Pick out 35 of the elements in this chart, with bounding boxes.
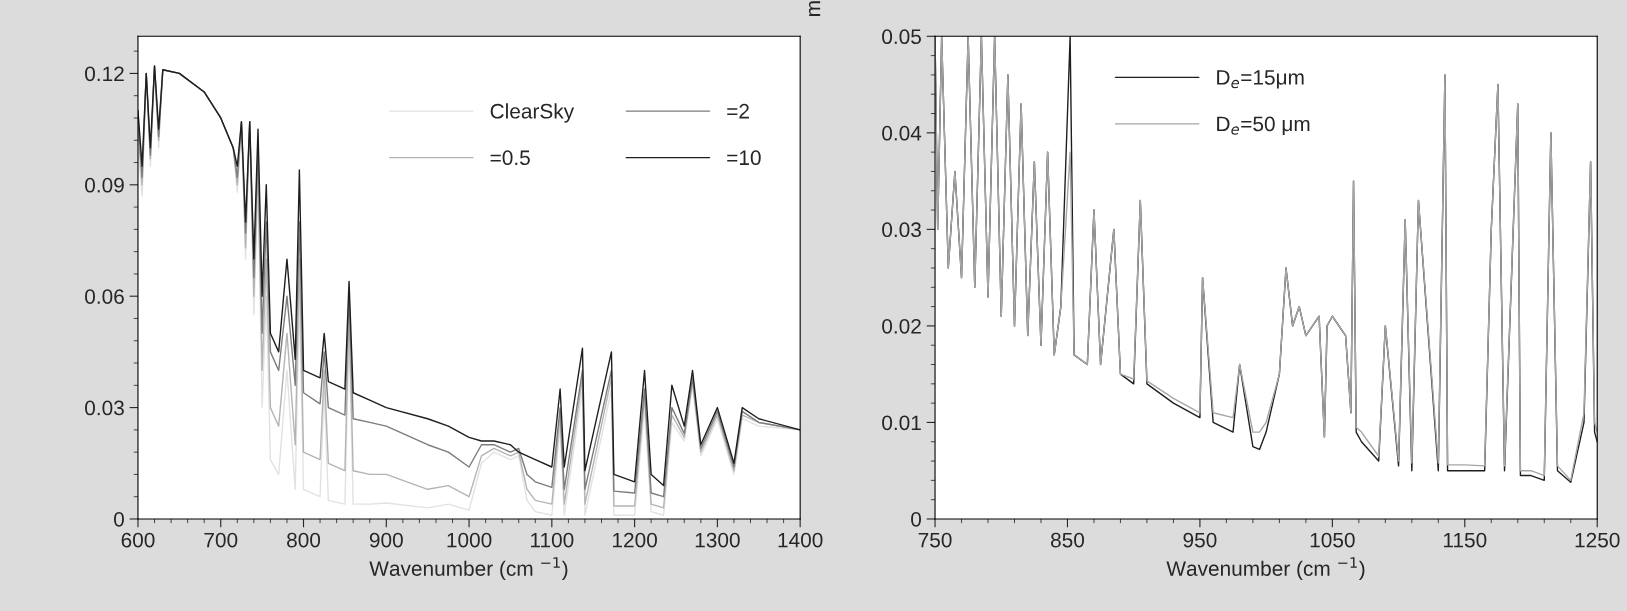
x-tick-label: 1300 [695, 532, 740, 548]
y-tick-label: 0.12 [85, 66, 124, 82]
y-tick-label: 0 [911, 511, 922, 527]
x-tick-label: 1250 [1575, 532, 1620, 548]
x-tick-label: 1150 [1443, 532, 1487, 548]
x-tick-label: 800 [287, 532, 321, 548]
x-tick-label: 850 [1051, 532, 1085, 548]
y-tick-label: 0.03 [85, 400, 124, 416]
x-tick-label: 900 [369, 532, 403, 548]
y-tick-label: 0.05 [882, 29, 921, 45]
x-tick-label: 950 [1183, 532, 1217, 548]
y-tick-label: 0.01 [882, 415, 921, 431]
x-tick-label: 1000 [447, 532, 492, 548]
y-tick-label: 0 [114, 511, 124, 527]
y-tick-label: 0.03 [882, 222, 921, 238]
text: m [808, 1, 821, 16]
legend-label: =10 [727, 150, 761, 166]
x-tick-label: 1200 [613, 532, 657, 548]
x-tick-label: 1400 [778, 532, 823, 548]
y-tick-label: 0.06 [85, 289, 124, 304]
legend-label: D$_{e}$=50 μm [1217, 116, 1310, 136]
x-axis-title: Wavenumber (cm $^{−1}$) [369, 557, 568, 581]
x-tick-label: 1100 [531, 532, 574, 548]
legend-label: D$_{e}$=15μm [1217, 70, 1304, 89]
y-tick-label: 0.02 [882, 318, 921, 334]
y-tick-label: 0.04 [882, 125, 922, 141]
legend-label: =0.5 [490, 150, 530, 166]
x-tick-label: 750 [918, 532, 952, 548]
x-tick-label: 700 [204, 532, 238, 548]
y-tick-label: 0.09 [85, 177, 124, 193]
x-tick-label: 1050 [1310, 532, 1355, 548]
legend-label: =2 [727, 103, 749, 119]
x-tick-label: 600 [121, 532, 155, 548]
x-axis-title: Wavenumber (cm $^{−1}$) [1166, 557, 1365, 581]
legend-label: ClearSky [490, 103, 575, 123]
